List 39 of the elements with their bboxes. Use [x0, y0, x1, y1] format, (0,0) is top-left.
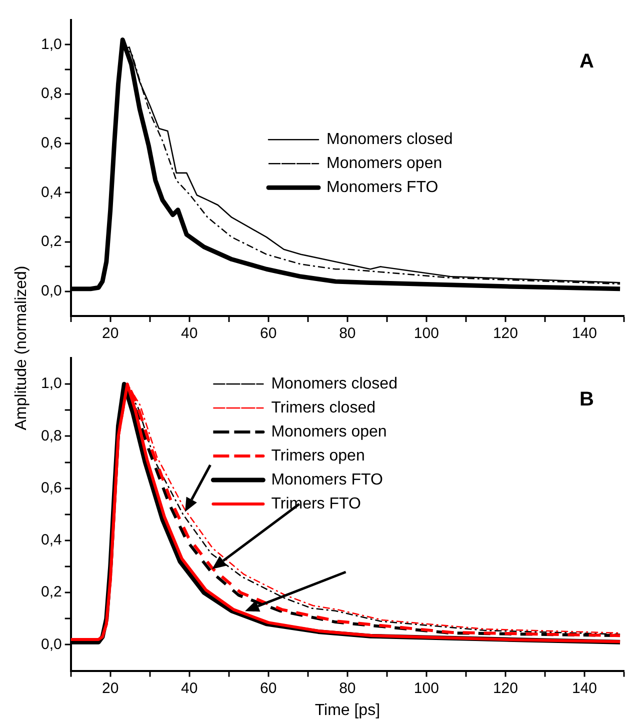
- legend-label: Monomers FTO: [326, 179, 438, 196]
- x-tick-label: 100: [414, 325, 439, 342]
- text: A: [580, 50, 594, 73]
- y-tick-label: 0,0: [40, 282, 62, 300]
- y-tick-label: 0,6: [40, 134, 62, 152]
- legend-label: Trimers FTO: [271, 495, 361, 512]
- x-tick-label: 140: [572, 680, 598, 697]
- text: B: [580, 388, 594, 411]
- y-tick-label: 0,2: [40, 233, 62, 250]
- y-tick-label: 0,4: [40, 184, 62, 201]
- legend-label: Trimers open: [271, 447, 365, 464]
- x-tick-label: 60: [260, 325, 277, 342]
- x-tick-label: 40: [181, 680, 198, 697]
- y-tick-label: 0,4: [40, 532, 62, 549]
- y-tick-label: 0,2: [40, 584, 62, 601]
- legend-label: Monomers open: [271, 423, 387, 440]
- x-tick-label: 120: [492, 325, 518, 342]
- legend-label: Monomers closed: [271, 375, 398, 392]
- x-tick-label: 60: [260, 680, 277, 697]
- legend-label: Monomers open: [326, 155, 442, 172]
- x-tick-label: 20: [102, 680, 119, 697]
- y-axis-title: Amplitude (normalized): [13, 266, 31, 430]
- y-tick-label: 1,0: [40, 36, 62, 53]
- x-tick-label: 140: [572, 325, 598, 342]
- y-tick-label: 0,8: [40, 427, 62, 444]
- x-tick-label: 20: [102, 325, 119, 342]
- legend-label: Monomers FTO: [271, 471, 383, 488]
- x-axis-title: Time [ps]: [314, 702, 380, 719]
- y-tick-label: 0,6: [40, 479, 62, 496]
- x-tick-label: 120: [492, 680, 518, 697]
- x-tick-label: 80: [339, 325, 356, 342]
- legend-label: Trimers closed: [271, 399, 376, 416]
- y-tick-label: 1,0: [40, 375, 62, 392]
- x-tick-label: 80: [339, 680, 356, 697]
- x-tick-label: 100: [414, 680, 439, 697]
- y-tick-label: 0,8: [40, 85, 62, 102]
- legend-label: Monomers closed: [326, 131, 453, 148]
- y-tick-label: 0,0: [40, 636, 62, 653]
- x-tick-label: 40: [181, 325, 198, 342]
